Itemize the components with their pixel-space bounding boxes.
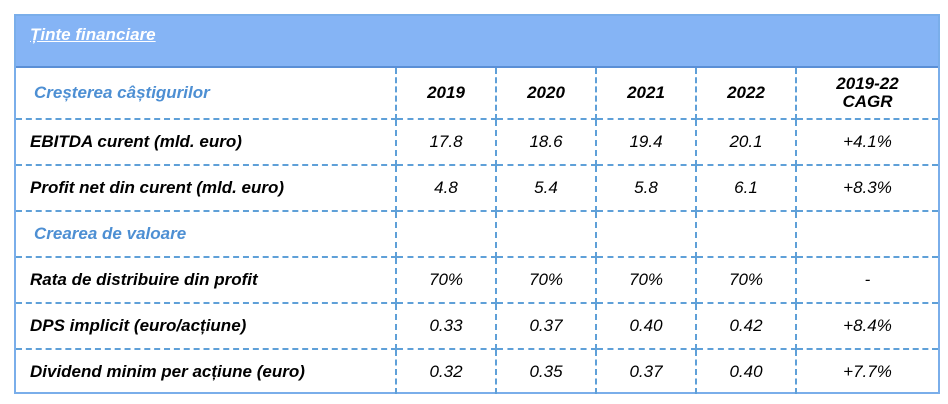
section-value-creation: Crearea de valoare — [16, 211, 397, 258]
cell-value: 5.4 — [496, 165, 597, 212]
cell-cagr: +8.3% — [796, 165, 938, 212]
cell-value: 0.33 — [396, 303, 497, 350]
table-row: EBITDA curent (mld. euro) 17.8 18.6 19.4… — [16, 119, 938, 166]
cagr-header-label: CAGR — [842, 92, 893, 111]
financial-targets-table: Creșterea câștigurilor 2019 2020 2021 20… — [16, 68, 938, 394]
row-label: Dividend minim per acțiune (euro) — [16, 349, 397, 394]
cell-value: 0.37 — [596, 349, 697, 394]
panel-header: Ținte financiare — [16, 16, 938, 68]
empty-cell — [396, 211, 497, 258]
year-header: 2019 — [396, 68, 497, 120]
cell-value: 70% — [496, 257, 597, 304]
cell-value: 5.8 — [596, 165, 697, 212]
table-row: DPS implicit (euro/acțiune) 0.33 0.37 0.… — [16, 303, 938, 350]
cell-cagr: +7.7% — [843, 362, 892, 381]
row-label: Profit net din curent (mld. euro) — [16, 165, 397, 212]
table-row: Dividend minim per acțiune (euro) 0.32 0… — [16, 349, 938, 394]
row-label: Rata de distribuire din profit — [16, 257, 397, 304]
cell-value: 20.1 — [696, 119, 797, 166]
table-row: Rata de distribuire din profit 70% 70% 7… — [16, 257, 938, 304]
cell-value: 4.8 — [396, 165, 497, 212]
financial-targets-panel: Ținte financiare Creșterea câștigurilor … — [14, 14, 940, 394]
cell-value: 70% — [396, 257, 497, 304]
cell-value: 19.4 — [596, 119, 697, 166]
year-header: 2020 — [496, 68, 597, 120]
empty-cell — [696, 211, 797, 258]
empty-cell — [596, 211, 697, 258]
empty-cell — [796, 211, 938, 258]
cagr-header-period: 2019-22 — [836, 74, 899, 93]
cell-value: 6.1 — [696, 165, 797, 212]
section-earnings-growth: Creșterea câștigurilor — [16, 68, 397, 120]
panel-title: Ținte financiare — [30, 25, 156, 44]
cell-cagr: - — [796, 257, 938, 304]
row-label: EBITDA curent (mld. euro) — [16, 119, 397, 166]
year-header: 2021 — [596, 68, 697, 120]
cell-value: 0.40 — [696, 349, 797, 394]
empty-cell — [496, 211, 597, 258]
cell-value: 70% — [596, 257, 697, 304]
cell-value: 17.8 — [396, 119, 497, 166]
cell-value: 0.32 — [396, 349, 497, 394]
year-header: 2022 — [696, 68, 797, 120]
cell-value: 18.6 — [496, 119, 597, 166]
table-header-row: Creșterea câștigurilor 2019 2020 2021 20… — [16, 68, 938, 120]
table-row: Profit net din curent (mld. euro) 4.8 5.… — [16, 165, 938, 212]
cell-cagr: +8.4% — [796, 303, 938, 350]
cell-value: 0.35 — [496, 349, 597, 394]
cell-value: 0.37 — [496, 303, 597, 350]
section-row: Crearea de valoare — [16, 211, 938, 258]
row-label: DPS implicit (euro/acțiune) — [16, 303, 397, 350]
cell-value: 70% — [696, 257, 797, 304]
cell-value: 0.42 — [696, 303, 797, 350]
cell-cagr: +4.1% — [796, 119, 938, 166]
cagr-header: 2019-22 CAGR — [796, 68, 938, 120]
cell-value: 0.40 — [596, 303, 697, 350]
